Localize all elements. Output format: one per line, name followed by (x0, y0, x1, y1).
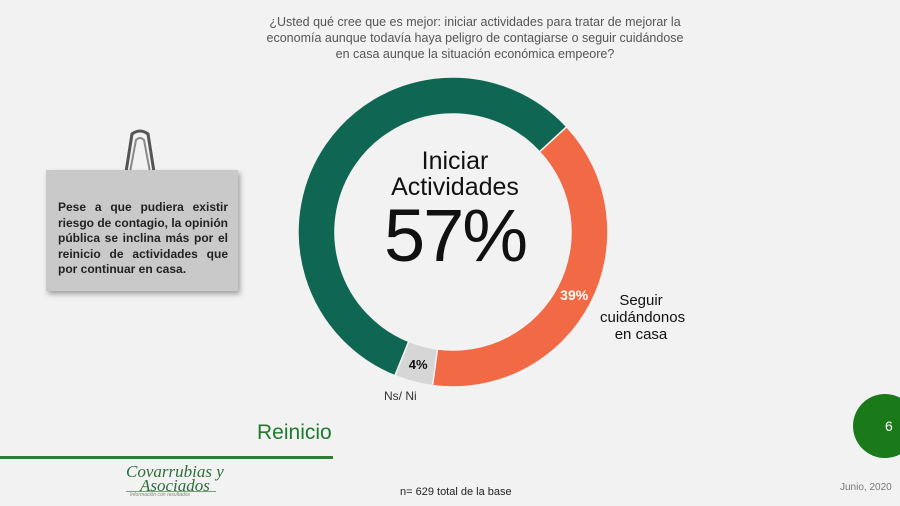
section-title: Reinicio (257, 421, 332, 444)
data-label-nsni: 4% (409, 357, 428, 372)
page-number-badge: 6 (853, 394, 900, 458)
label-seguir: Seguir cuidándonos en casa (600, 292, 686, 343)
label-nsni: Ns/ Ni (384, 389, 417, 403)
center-value: 57% (383, 194, 528, 277)
slice-seguir (431, 125, 609, 388)
company-logo: Covarrubias y Asociados Información con … (122, 462, 224, 500)
center-label-line1: Iniciar (421, 147, 489, 175)
logo-rule (126, 491, 216, 492)
section-underline (0, 456, 333, 459)
center-label-line2: Actividades (391, 173, 519, 201)
label-seguir-line1: Seguir (619, 292, 663, 309)
center-label: Iniciar Actividades (355, 148, 555, 200)
survey-question: ¿Usted qué cree que es mejor: iniciar ac… (266, 15, 684, 61)
note-text: Pese a que pudiera existir riesgo de con… (58, 200, 229, 276)
sample-base-note: n= 629 total de la base (400, 486, 512, 498)
donut-chart: 39% 4% (297, 76, 609, 388)
label-seguir-line2: cuidándonos (600, 309, 686, 326)
page-number: 6 (885, 418, 893, 434)
slice-nsni (393, 340, 439, 387)
date-label: Junio, 2020 (840, 482, 892, 493)
logo-line2: Asociados (140, 476, 210, 495)
label-seguir-line3: en casa (614, 326, 668, 343)
note-card: Pese a que pudiera existir riesgo de con… (46, 170, 238, 291)
logo-line1: Covarrubias y (126, 462, 224, 481)
data-label-seguir: 39% (560, 287, 589, 303)
logo-tagline: Información con resultados (130, 492, 191, 498)
slice-iniciar (297, 76, 568, 377)
